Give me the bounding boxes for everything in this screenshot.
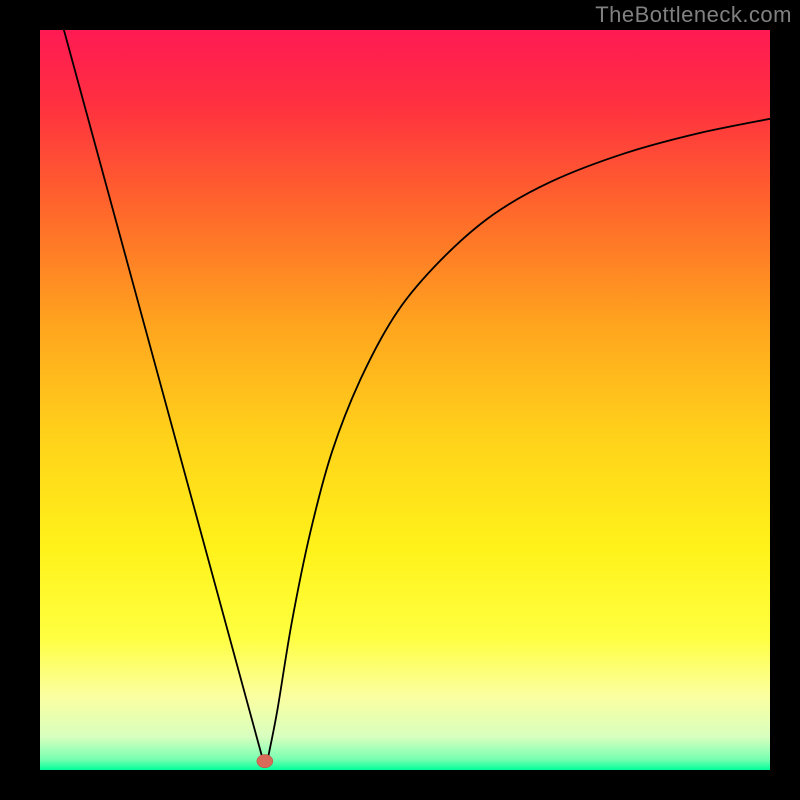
optimal-point-marker: [257, 754, 273, 767]
bottleneck-chart: [40, 30, 770, 770]
watermark-text: TheBottleneck.com: [595, 2, 792, 28]
chart-background: [40, 30, 770, 770]
